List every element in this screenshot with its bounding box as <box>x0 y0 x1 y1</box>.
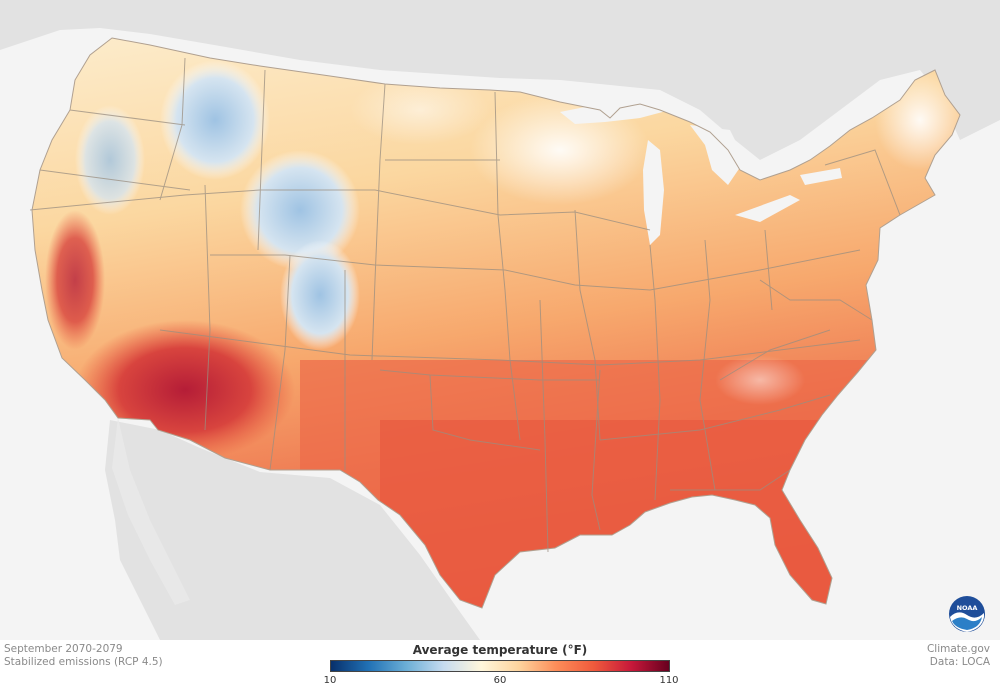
map-footer: September 2070-2079 Stabilized emissions… <box>0 640 1000 690</box>
lake-michigan <box>643 140 664 245</box>
lake-huron <box>690 125 745 185</box>
temperature-map: NOAA <box>0 0 1000 640</box>
scenario-caption: Stabilized emissions (RCP 4.5) <box>4 656 163 668</box>
state-borders <box>29 57 901 553</box>
legend-color-bar <box>330 660 670 672</box>
noaa-logo-icon: NOAA <box>949 596 985 632</box>
map-svg <box>0 0 1000 640</box>
noaa-logo-text: NOAA <box>957 604 978 612</box>
period-caption: September 2070-2079 <box>4 643 123 655</box>
canada-landmass <box>0 0 1000 160</box>
credit-site-link[interactable]: Climate.gov <box>926 643 990 655</box>
mexico-landmass <box>105 420 480 640</box>
legend-tick-mid: 60 <box>493 675 507 686</box>
baja-peninsula <box>112 418 190 605</box>
credit-data-source: Data: LOCA <box>929 656 990 668</box>
legend-title: Average temperature (°F) <box>412 643 588 657</box>
legend-tick-max: 110 <box>659 675 679 686</box>
lake-ontario <box>800 168 842 185</box>
lake-erie <box>735 195 800 222</box>
legend-tick-min: 10 <box>323 675 337 686</box>
